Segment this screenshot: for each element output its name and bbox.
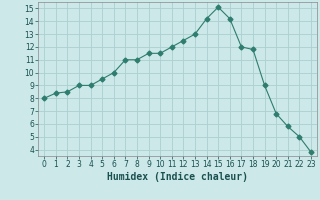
X-axis label: Humidex (Indice chaleur): Humidex (Indice chaleur) bbox=[107, 172, 248, 182]
